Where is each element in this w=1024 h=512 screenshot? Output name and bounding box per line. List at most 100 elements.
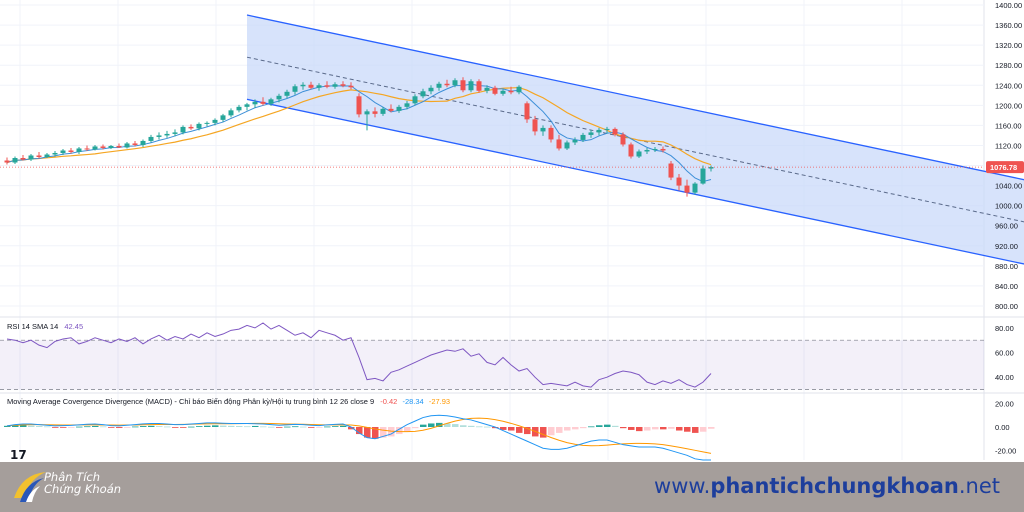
- regression-channel[interactable]: [246, 14, 1024, 269]
- candle: [76, 146, 82, 154]
- candle-body: [180, 126, 186, 133]
- macd-histogram-bar: [204, 425, 211, 427]
- macd-histogram-bar: [372, 427, 379, 439]
- candle-body: [404, 103, 410, 107]
- candle: [444, 79, 450, 88]
- macd-histogram-bar: [692, 427, 699, 433]
- macd-line-value: -28.34: [402, 397, 424, 406]
- macd-histogram-bar: [228, 425, 235, 427]
- url-suffix: .net: [958, 474, 1000, 498]
- candle-body: [348, 85, 354, 88]
- candle-body: [508, 90, 514, 93]
- macd-histogram-bar: [516, 427, 523, 433]
- candle-body: [148, 136, 154, 141]
- macd-histogram-bar: [644, 427, 651, 431]
- candle-body: [396, 106, 402, 111]
- candles[interactable]: [4, 77, 714, 197]
- candle: [140, 139, 146, 147]
- price-axis[interactable]: 1400.00 1360.00 1320.00 1280.00 1240.00 1200.…: [0, 1, 1024, 311]
- macd-histogram-bar: [508, 427, 515, 431]
- candle: [236, 104, 242, 113]
- macd-histogram-bar: [148, 425, 155, 427]
- macd-histogram-bar: [596, 425, 603, 427]
- candle: [20, 154, 26, 161]
- candle: [620, 132, 626, 147]
- candle-body: [556, 139, 562, 149]
- price-tick-label: 1240.00: [995, 81, 1022, 90]
- macd-histogram-bar: [140, 426, 147, 427]
- macd-histogram-bar: [460, 425, 467, 427]
- candle-body: [540, 127, 546, 132]
- candle-body: [668, 163, 674, 178]
- candle-body: [228, 110, 234, 116]
- macd-histogram-bar: [36, 426, 43, 427]
- macd-histogram-bar: [388, 427, 395, 437]
- macd-histogram-bar: [396, 427, 403, 435]
- candle: [60, 148, 66, 155]
- candle-body: [580, 134, 586, 140]
- moving-averages: [6, 83, 712, 183]
- candle: [540, 125, 546, 136]
- candle-body: [428, 87, 434, 92]
- macd-histogram-bar: [356, 427, 363, 435]
- macd-histogram-bar: [668, 427, 675, 429]
- price-tick-label: 1360.00: [995, 21, 1022, 30]
- macd-histogram-bar: [380, 427, 387, 438]
- channel-midline: [246, 56, 1024, 223]
- candle: [44, 152, 50, 158]
- candle-body: [700, 168, 706, 184]
- candle-body: [212, 119, 218, 123]
- candle: [68, 147, 74, 154]
- macd-histogram-bar: [684, 427, 691, 432]
- candle: [492, 85, 498, 96]
- macd-histogram-bar: [556, 427, 563, 433]
- rsi-line: [6, 322, 712, 388]
- macd-histogram-bar: [580, 427, 587, 429]
- macd-pane: 20.00 0.00 -20.00: [4, 399, 1016, 461]
- macd-histogram-bar: [60, 427, 67, 428]
- macd-histogram-bar: [68, 427, 75, 428]
- candle-body: [156, 135, 162, 137]
- candle: [628, 142, 634, 159]
- macd-histogram-bar: [196, 426, 203, 427]
- website-url[interactable]: www.phantichchungkhoan.net: [654, 474, 1000, 498]
- candle: [36, 151, 42, 159]
- price-tick-label: 1400.00: [995, 1, 1022, 10]
- macd-histogram-bar: [420, 424, 427, 427]
- candle: [228, 108, 234, 118]
- candle-body: [420, 91, 426, 97]
- candle-body: [108, 145, 114, 148]
- macd-histogram-bar: [124, 427, 131, 428]
- candle: [356, 93, 362, 118]
- rsi-band: [0, 340, 984, 390]
- candle-body: [652, 148, 658, 150]
- candle-body: [316, 85, 322, 88]
- macd-histogram-bar: [708, 427, 715, 429]
- macd-tick-label: 20.00: [995, 399, 1014, 408]
- candle-body: [172, 132, 178, 134]
- candle-body: [244, 104, 250, 107]
- candle: [148, 134, 154, 143]
- candle: [276, 93, 282, 103]
- candle-body: [276, 95, 282, 100]
- macd-histogram-bar: [92, 425, 99, 427]
- macd-label: Moving Average Covergence Divergence (MA…: [7, 397, 375, 406]
- candle: [388, 104, 394, 113]
- candle-body: [52, 152, 58, 155]
- macd-histogram-bar: [564, 427, 571, 431]
- macd-histogram-bar: [172, 427, 179, 428]
- candle: [428, 85, 434, 95]
- candle: [684, 179, 690, 197]
- tradingview-logo[interactable]: 17: [10, 448, 27, 462]
- candle: [420, 88, 426, 99]
- candle: [652, 146, 658, 152]
- candle: [100, 144, 106, 150]
- macd-histogram-bar: [628, 427, 635, 430]
- macd-histogram-bar: [404, 427, 411, 432]
- footer-banner: Phân Tích Chứng Khoán www.phantichchungk…: [0, 462, 1024, 512]
- candle: [332, 82, 338, 89]
- rsi-label: RSI 14 SMA 14: [7, 322, 59, 331]
- macd-histogram-bar: [132, 426, 139, 428]
- candle-body: [20, 158, 26, 160]
- candle-body: [364, 111, 370, 115]
